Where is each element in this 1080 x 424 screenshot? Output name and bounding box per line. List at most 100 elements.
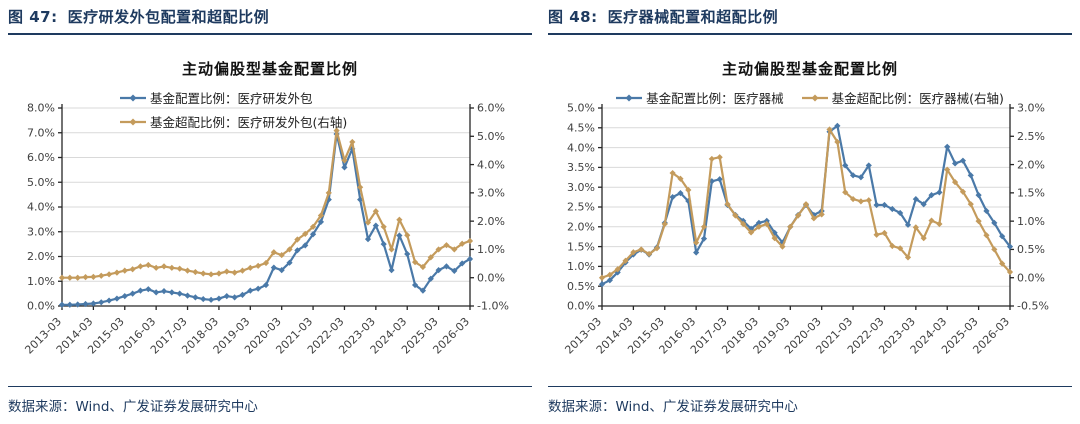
diamond-marker-icon [435, 267, 442, 274]
diamond-marker-icon [944, 143, 951, 150]
chart-48-title: 主动偏股型基金配置比例 [721, 60, 898, 78]
tick-label: 4.0% [567, 141, 595, 154]
diamond-marker-icon [90, 273, 97, 280]
series-line [62, 129, 471, 279]
diamond-marker-icon [889, 242, 896, 250]
legend-diamond [129, 94, 137, 101]
figure-47-title: 医疗研发外包配置和超配比例 [67, 8, 270, 26]
diamond-marker-icon [857, 174, 865, 181]
diamond-marker-icon [865, 162, 872, 169]
diamond-marker-icon [349, 138, 356, 146]
diamond-marker-icon [255, 262, 262, 269]
tick-label: 0.0% [477, 271, 505, 284]
left-axis-labels: 0.0% 1.0% 2.0% 3.0% 4.0% 5.0% 6.0% 7.0% 8.0% [27, 102, 62, 313]
tick-label: 0.5% [1017, 243, 1045, 256]
diamond-marker-icon [105, 297, 113, 304]
legend-item: 基金配置比例：医疗器械 [616, 88, 784, 107]
figure-48: 图 48: 医疗器械配置和超配比例 主动偏股型基金配置比例 基金配置比例：医疗器械… [548, 0, 1072, 424]
diamond-marker-icon [286, 259, 293, 266]
chart-47-plot: 0.0% 1.0% 2.0% 3.0% 4.0% 5.0% 6.0% 7.0% 8.0% -1.0… [22, 102, 508, 357]
diamond-marker-icon [215, 270, 223, 277]
diamond-marker-icon [129, 290, 136, 297]
diamond-marker-icon [920, 235, 927, 242]
tick-label: 1.5% [1017, 187, 1045, 200]
diamond-marker-icon [105, 271, 113, 278]
diamond-marker-icon [129, 266, 136, 273]
diamond-marker-icon [380, 241, 387, 248]
tick-label: 1.0% [567, 260, 595, 273]
figure-48-header: 图 48: 医疗器械配置和超配比例 [548, 6, 1072, 35]
tick-label: 5.0% [27, 176, 55, 189]
diamond-marker-icon [959, 157, 967, 164]
diamond-marker-icon [787, 223, 794, 230]
diamond-marker-icon [904, 254, 912, 261]
legend-item: 基金超配比例：医疗研发外包(右轴) [120, 112, 347, 131]
diamond-marker-icon [372, 222, 379, 229]
chart-47-legend: 基金配置比例：医疗研发外包基金超配比例：医疗研发外包(右轴) [120, 88, 347, 131]
tick-label: 0.0% [567, 300, 595, 313]
tick-label: 3.0% [477, 187, 505, 200]
diamond-marker-icon [396, 216, 403, 223]
diamond-marker-icon [873, 231, 880, 238]
gridlines [602, 107, 1010, 287]
diamond-marker-icon [677, 175, 684, 182]
diamond-marker-icon [286, 246, 293, 253]
diamond-marker-icon [959, 188, 967, 195]
diamond-marker-icon [302, 230, 309, 237]
figure-47-source: 数据来源：Wind、广发证券发展研究中心 [8, 386, 532, 415]
diamond-marker-icon [983, 207, 990, 215]
tick-label: 2.5% [1017, 130, 1045, 143]
diamond-marker-icon [1006, 243, 1014, 250]
diamond-marker-icon [160, 263, 168, 270]
diamond-marker-icon [967, 172, 974, 179]
diamond-marker-icon [936, 189, 943, 196]
diamond-marker-icon [622, 257, 629, 264]
legend-line-marker-icon [120, 118, 146, 125]
legend-line-marker-icon [801, 94, 828, 101]
diamond-marker-icon [309, 231, 317, 238]
diamond-marker-icon [763, 220, 770, 228]
diamond-marker-icon [857, 198, 865, 205]
diamond-marker-icon [396, 232, 403, 239]
diamond-marker-icon [309, 223, 317, 230]
diamond-marker-icon [98, 299, 105, 306]
diamond-marker-icon [834, 138, 841, 146]
overweight-series [58, 127, 474, 281]
diamond-marker-icon [333, 127, 340, 134]
diamond-marker-icon [912, 195, 919, 203]
diamond-marker-icon [160, 288, 168, 295]
tick-label: 3.0% [27, 225, 55, 238]
tick-label: 0.0% [27, 300, 55, 313]
tick-label: 8.0% [27, 102, 55, 115]
diamond-marker-icon [176, 265, 183, 272]
diamond-marker-icon [451, 246, 458, 253]
series-markers [58, 127, 474, 281]
legend-item: 基金配置比例：医疗研发外包 [120, 88, 347, 107]
series-markers [598, 126, 1014, 281]
diamond-marker-icon [614, 266, 621, 273]
diamond-marker-icon [239, 267, 246, 274]
diamond-marker-icon [145, 261, 152, 269]
diamond-marker-icon [200, 295, 207, 303]
diamond-marker-icon [951, 179, 959, 186]
diamond-marker-icon [810, 211, 817, 219]
diamond-marker-icon [944, 166, 951, 173]
diamond-marker-icon [66, 274, 73, 281]
tick-label: 3.0% [1017, 102, 1045, 115]
legend-item: 基金超配比例：医疗器械(右轴) [801, 88, 1004, 107]
diamond-marker-icon [207, 271, 215, 278]
diamond-marker-icon [341, 157, 348, 164]
diamond-marker-icon [983, 232, 990, 239]
diamond-marker-icon [192, 268, 199, 276]
tick-label: 2.0% [567, 221, 595, 234]
tick-label: 6.0% [27, 151, 55, 164]
diamond-marker-icon [763, 217, 770, 224]
diamond-marker-icon [967, 201, 974, 208]
diamond-marker-icon [121, 267, 128, 274]
diamond-marker-icon [372, 208, 379, 215]
diamond-marker-icon [176, 290, 183, 297]
diamond-marker-icon [638, 246, 645, 253]
legend-label: 基金超配比例：医疗研发外包(右轴) [150, 115, 348, 130]
chart-47-title: 主动偏股型基金配置比例 [181, 60, 358, 78]
tick-label: 1.5% [567, 240, 595, 253]
